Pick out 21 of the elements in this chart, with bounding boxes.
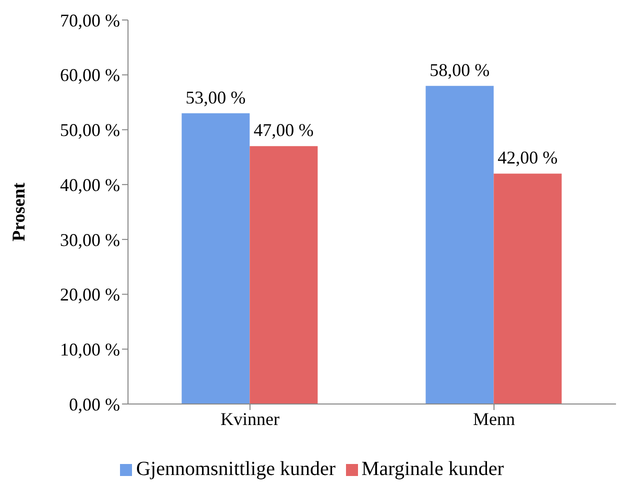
y-tick-label: 0,00 %: [69, 394, 120, 414]
y-tick-label: 10,00 %: [60, 340, 120, 360]
y-tick-label: 20,00 %: [60, 284, 120, 305]
legend-label: Gjennomsnittlige kunder: [136, 458, 336, 480]
data-label: 53,00 %: [186, 87, 246, 108]
data-label: 58,00 %: [430, 60, 490, 80]
x-tick-label: Menn: [473, 408, 515, 429]
data-label: 47,00 %: [254, 120, 314, 140]
y-tick-label: 50,00 %: [60, 120, 120, 140]
y-tick-label: 30,00 %: [60, 230, 120, 250]
y-tick-label: 60,00 %: [60, 65, 120, 86]
bar: [182, 113, 250, 404]
data-label: 42,00 %: [498, 148, 558, 168]
y-tick-label: 70,00 %: [60, 10, 120, 30]
x-tick-label: Kvinner: [220, 408, 280, 429]
bar: [250, 146, 318, 404]
bar: [426, 86, 494, 404]
y-tick-label: 40,00 %: [60, 174, 120, 195]
bar: [494, 174, 562, 404]
y-axis-title: Prosent: [8, 182, 28, 242]
legend-label: Marginale kunder: [362, 458, 504, 480]
